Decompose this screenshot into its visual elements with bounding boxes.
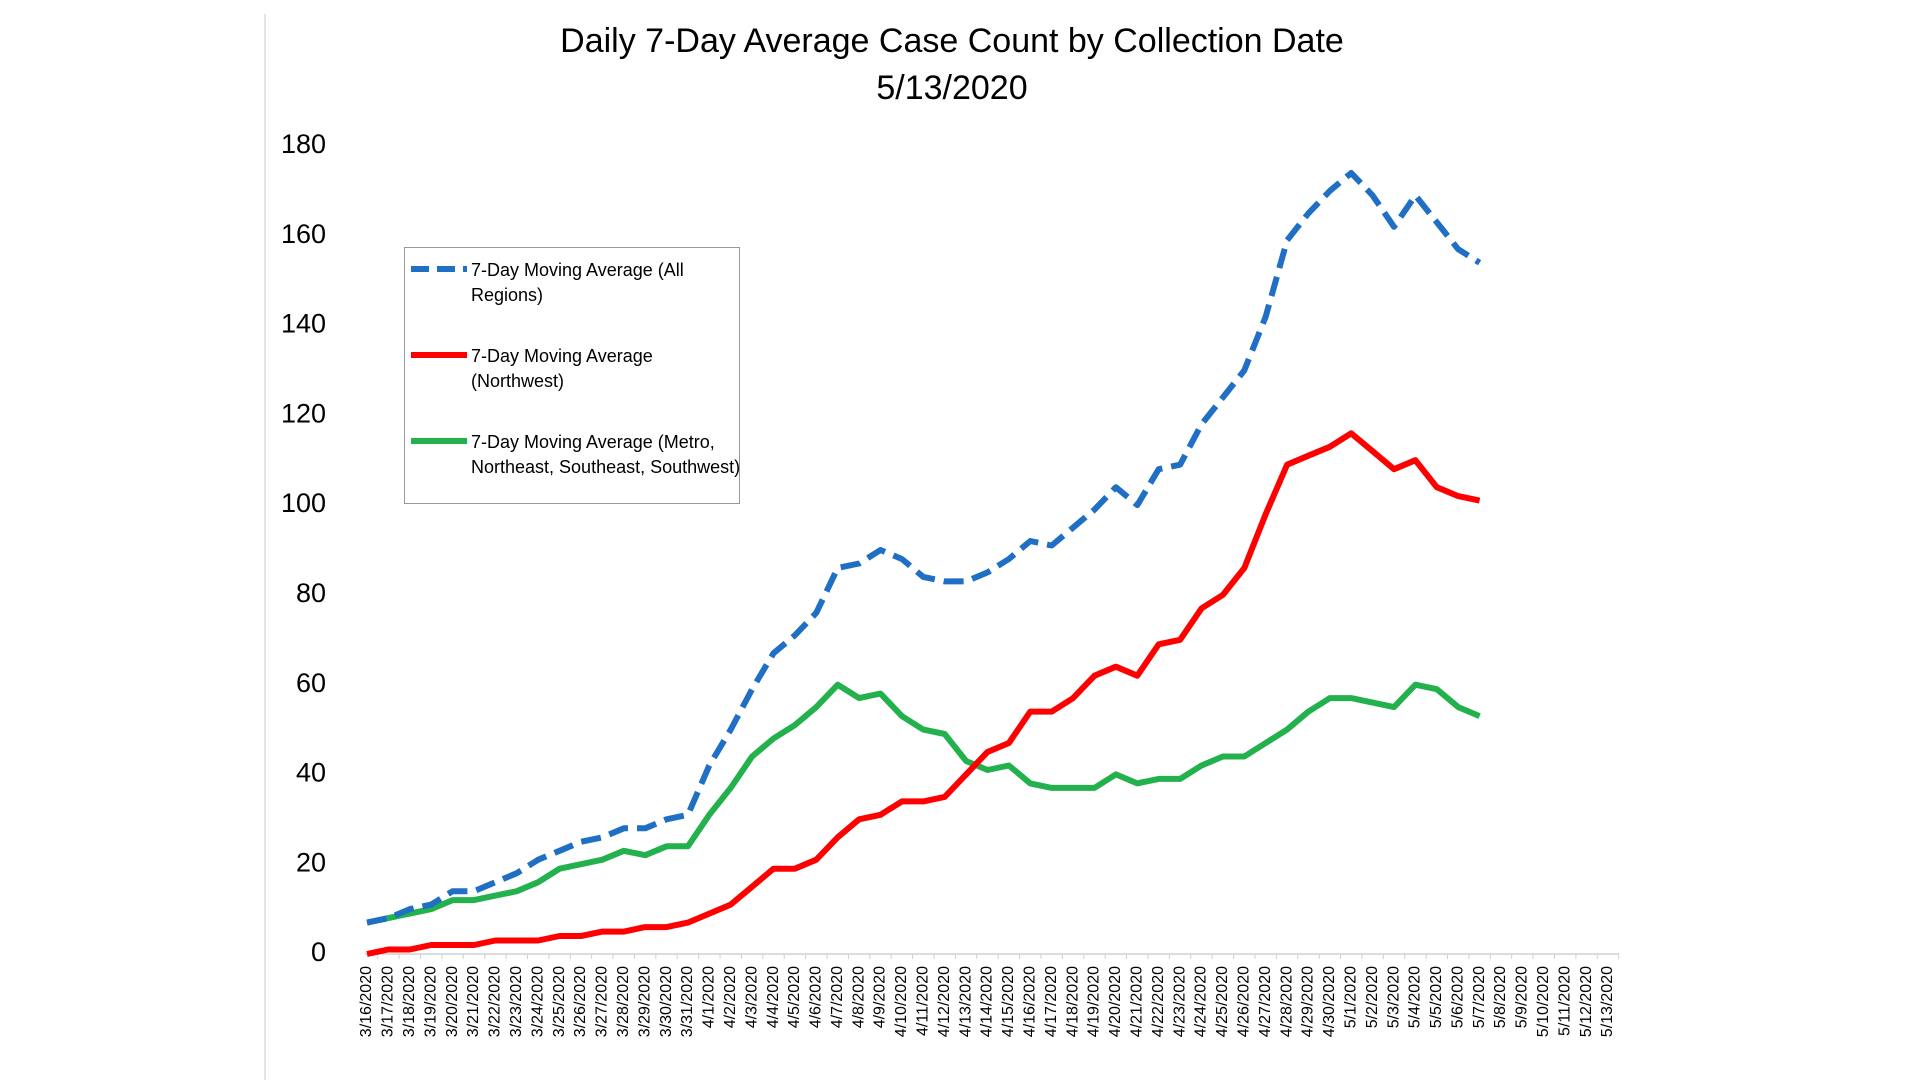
legend-label: 7-Day Moving Average (Northwest) — [471, 346, 653, 391]
y-tick-label: 60 — [296, 668, 326, 698]
x-tick-label: 3/19/2020 — [422, 966, 439, 1037]
chart-title: Daily 7-Day Average Case Count by Collec… — [560, 22, 1344, 60]
x-tick-label: 4/19/2020 — [1086, 966, 1103, 1037]
x-tick-label: 4/3/2020 — [743, 966, 760, 1028]
x-tick-label: 4/14/2020 — [979, 966, 996, 1037]
y-tick-label: 140 — [281, 309, 326, 339]
series-line — [366, 169, 1482, 926]
x-tick-label: 4/23/2020 — [1171, 966, 1188, 1037]
x-tick-label: 5/13/2020 — [1599, 966, 1616, 1037]
legend: 7-Day Moving Average (All Regions) 7-Day … — [404, 247, 740, 504]
x-tick-label: 5/4/2020 — [1407, 966, 1424, 1028]
x-tick-label: 5/3/2020 — [1385, 966, 1402, 1028]
legend-swatch — [411, 438, 467, 444]
legend-swatch — [411, 266, 467, 272]
x-tick-label: 4/10/2020 — [893, 966, 910, 1037]
x-tick-label: 5/5/2020 — [1428, 966, 1445, 1028]
x-tick-label: 3/20/2020 — [444, 966, 461, 1037]
y-tick-label: 100 — [281, 488, 326, 518]
x-tick-label: 5/8/2020 — [1492, 966, 1509, 1028]
legend-entry: 7-Day Moving Average (Northwest) — [405, 344, 741, 394]
legend-entry: 7-Day Moving Average (Metro, Northeast, … — [405, 430, 741, 480]
x-tick-label: 5/6/2020 — [1449, 966, 1466, 1028]
x-tick-label: 3/31/2020 — [679, 966, 696, 1037]
chart-subtitle: 5/13/2020 — [876, 69, 1027, 107]
legend-swatch — [411, 352, 467, 358]
x-tick-label: 4/6/2020 — [808, 966, 825, 1028]
x-tick-label: 3/22/2020 — [487, 966, 504, 1037]
x-tick-label: 5/7/2020 — [1471, 966, 1488, 1028]
series-line — [366, 430, 1481, 957]
x-tick-label: 3/30/2020 — [658, 966, 675, 1037]
y-tick-label: 180 — [281, 129, 326, 159]
x-tick-label: 3/21/2020 — [465, 966, 482, 1037]
x-tick-label: 4/2/2020 — [722, 966, 739, 1028]
x-tick-label: 3/29/2020 — [636, 966, 653, 1037]
x-tick-label: 3/28/2020 — [615, 966, 632, 1037]
x-tick-label: 4/29/2020 — [1300, 966, 1317, 1037]
x-tick-label: 5/12/2020 — [1578, 966, 1595, 1037]
x-tick-label: 3/25/2020 — [551, 966, 568, 1037]
x-tick-label: 4/28/2020 — [1278, 966, 1295, 1037]
legend-label: 7-Day Moving Average (Metro, Northeast, … — [471, 432, 741, 477]
x-tick-label: 4/9/2020 — [872, 966, 889, 1028]
x-tick-label: 4/27/2020 — [1257, 966, 1274, 1037]
y-tick-label: 40 — [296, 758, 326, 788]
x-tick-label: 4/20/2020 — [1107, 966, 1124, 1037]
x-tick-label: 4/24/2020 — [1193, 966, 1210, 1037]
y-tick-label: 120 — [281, 398, 326, 428]
x-tick-label: 3/26/2020 — [572, 966, 589, 1037]
x-tick-label: 5/2/2020 — [1364, 966, 1381, 1028]
y-tick-label: 80 — [296, 578, 326, 608]
series-line — [366, 681, 1481, 926]
x-tick-label: 3/18/2020 — [401, 966, 418, 1037]
x-tick-label: 4/4/2020 — [765, 966, 782, 1028]
legend-entry: 7-Day Moving Average (All Regions) — [405, 258, 741, 308]
x-tick-label: 3/24/2020 — [529, 966, 546, 1037]
x-tick-label: 5/10/2020 — [1535, 966, 1552, 1037]
x-tick-label: 4/11/2020 — [915, 966, 932, 1036]
x-tick-label: 5/11/2020 — [1556, 966, 1573, 1036]
x-tick-label: 4/15/2020 — [1000, 966, 1017, 1037]
x-tick-label: 4/12/2020 — [936, 966, 953, 1037]
x-tick-label: 4/17/2020 — [1043, 966, 1060, 1037]
y-tick-label: 20 — [296, 847, 326, 877]
x-tick-label: 4/22/2020 — [1150, 966, 1167, 1037]
x-tick-label: 4/8/2020 — [850, 966, 867, 1028]
x-tick-label: 4/30/2020 — [1321, 966, 1338, 1037]
x-tick-label: 4/21/2020 — [1128, 966, 1145, 1037]
x-tick-label: 3/16/2020 — [358, 966, 375, 1037]
x-tick-label: 3/23/2020 — [508, 966, 525, 1037]
x-tick-label: 3/17/2020 — [380, 966, 397, 1037]
x-tick-label: 5/1/2020 — [1342, 966, 1359, 1028]
x-tick-label: 4/1/2020 — [701, 966, 718, 1028]
x-tick-label: 4/5/2020 — [786, 966, 803, 1028]
x-tick-label: 4/16/2020 — [1022, 966, 1039, 1037]
x-tick-label: 4/25/2020 — [1214, 966, 1231, 1037]
x-tick-label: 4/18/2020 — [1064, 966, 1081, 1037]
x-tick-label: 3/27/2020 — [594, 966, 611, 1037]
x-tick-label: 4/7/2020 — [829, 966, 846, 1028]
x-tick-label: 4/13/2020 — [957, 966, 974, 1037]
x-tick-label: 4/26/2020 — [1235, 966, 1252, 1037]
y-tick-label: 160 — [281, 219, 326, 249]
x-tick-label: 5/9/2020 — [1514, 966, 1531, 1028]
legend-label: 7-Day Moving Average (All Regions) — [471, 260, 684, 305]
y-tick-label: 0 — [311, 937, 326, 967]
